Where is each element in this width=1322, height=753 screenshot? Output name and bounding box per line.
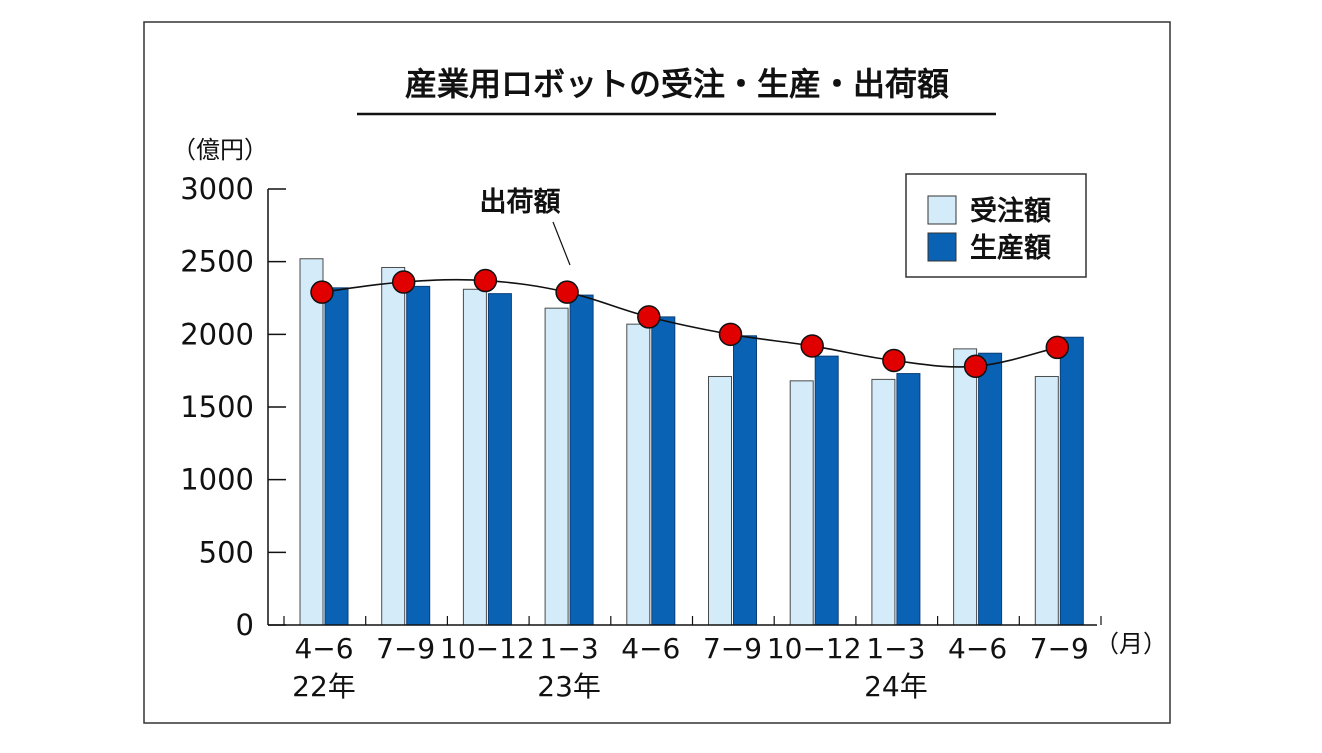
x-tick-label: 1−3 — [540, 632, 599, 665]
legend-label-production: 生産額 — [970, 232, 1051, 264]
y-axis-unit: （億円） — [172, 136, 268, 164]
shipment-line-path — [321, 278, 1058, 368]
bar-orders — [299, 258, 324, 626]
bar-production — [1059, 336, 1084, 626]
bar-orders — [544, 307, 569, 626]
bar-production — [569, 294, 594, 626]
bar-orders — [381, 266, 406, 626]
bar-orders — [789, 380, 814, 626]
bar-production — [406, 285, 431, 626]
shipment-point — [555, 280, 579, 304]
bar-production — [814, 355, 839, 626]
shipment-point — [473, 268, 498, 293]
x-year-label: 22年 — [292, 670, 356, 703]
x-axis-unit: （月） — [1095, 630, 1167, 658]
x-tick-label: 10−12 — [440, 632, 535, 665]
y-tick-label: 1000 — [180, 463, 254, 497]
shipment-point — [963, 354, 988, 379]
x-tick-label: 7−9 — [376, 632, 435, 665]
annotation-shipments: 出荷額 — [480, 187, 561, 218]
shipment-point — [882, 348, 906, 373]
x-tick-label: 4−6 — [621, 632, 680, 665]
x-tick-label: 10−12 — [767, 632, 862, 665]
shipment-point — [310, 280, 334, 304]
y-tick-label: 3000 — [180, 172, 254, 206]
x-tick-label: 7−9 — [703, 632, 762, 665]
shipment-point — [800, 334, 824, 358]
bars — [299, 258, 1084, 626]
bar-orders — [871, 378, 896, 626]
bar-production — [978, 352, 1003, 626]
legend-label-orders: 受注額 — [970, 195, 1051, 227]
bar-production — [733, 335, 757, 626]
bar-orders — [462, 288, 487, 626]
bar-production — [324, 287, 349, 626]
x-tick-label: 1−3 — [866, 632, 925, 665]
bar-orders — [708, 375, 732, 626]
bar-orders — [626, 323, 651, 626]
x-tick-label: 4−6 — [294, 632, 353, 665]
bar-orders — [1034, 375, 1059, 626]
legend: 受注額 生産額 — [905, 173, 1087, 278]
shipment-point — [1045, 335, 1070, 360]
shipment-line — [310, 268, 1070, 379]
x-year-label: 24年 — [864, 670, 928, 703]
shipment-point — [718, 322, 743, 347]
chart-title: 産業用ロボットの受注・生産・出荷額 — [405, 65, 949, 103]
annotation-leader-line — [552, 221, 571, 266]
y-axis: 0 500 1000 1500 2000 2500 3000 — [180, 172, 286, 642]
bar-orders — [953, 348, 978, 626]
x-year-label: 23年 — [537, 670, 601, 703]
y-tick-label: 500 — [199, 535, 254, 569]
bar-production — [651, 316, 676, 626]
bar-production — [487, 293, 512, 626]
y-tick-label: 2500 — [180, 245, 254, 279]
y-tick-label: 1500 — [180, 390, 254, 424]
legend-swatch-orders — [927, 195, 957, 225]
legend-swatch-production — [927, 232, 957, 262]
x-tick-label: 7−9 — [1030, 632, 1089, 665]
y-tick-label: 2000 — [180, 317, 254, 351]
shipment-point — [637, 305, 661, 329]
y-tick-label: 0 — [236, 608, 254, 642]
bar-production — [896, 373, 921, 626]
x-tick-label: 4−6 — [948, 632, 1007, 665]
shipment-point — [391, 270, 416, 294]
